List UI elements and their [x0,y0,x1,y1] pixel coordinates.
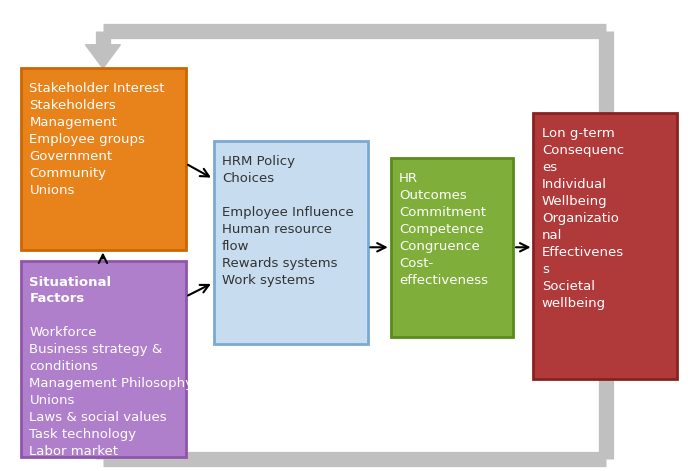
FancyBboxPatch shape [214,141,368,344]
Text: es: es [542,161,557,174]
Text: Rewards systems: Rewards systems [222,257,337,270]
Text: Management Philosophy: Management Philosophy [29,377,193,390]
Polygon shape [85,45,120,68]
FancyBboxPatch shape [533,113,677,379]
Text: HR: HR [399,172,418,185]
Text: Competence: Competence [399,223,484,236]
Text: Consequenc: Consequenc [542,144,624,157]
Text: Labor market: Labor market [29,445,118,458]
Text: Stakeholder Interest: Stakeholder Interest [29,82,165,96]
Text: Task technology: Task technology [29,428,136,441]
Text: Societal: Societal [542,280,595,293]
Text: Choices: Choices [222,172,274,186]
Text: Outcomes: Outcomes [399,189,467,202]
Text: Employee groups: Employee groups [29,133,146,146]
Text: Effectivenes: Effectivenes [542,246,624,259]
Text: Stakeholders: Stakeholders [29,99,116,113]
FancyBboxPatch shape [21,68,186,250]
Text: Factors: Factors [29,292,85,306]
Text: nal: nal [542,229,562,242]
Text: s: s [542,263,549,276]
Text: Human resource: Human resource [222,223,332,236]
Text: Individual: Individual [542,178,607,191]
Text: Unions: Unions [29,394,75,407]
FancyBboxPatch shape [21,261,186,457]
Text: Organizatio: Organizatio [542,212,619,225]
Text: Situational: Situational [29,276,111,289]
Text: Laws & social values: Laws & social values [29,411,167,424]
Text: HRM Policy: HRM Policy [222,155,295,169]
Text: Unions: Unions [29,184,75,197]
Text: flow: flow [222,240,249,253]
Text: conditions: conditions [29,360,98,374]
Text: Work systems: Work systems [222,274,315,287]
Text: Government: Government [29,150,113,163]
FancyBboxPatch shape [391,158,513,337]
Text: Management: Management [29,116,117,130]
Text: Congruence: Congruence [399,240,480,253]
Text: Cost-: Cost- [399,257,433,270]
Text: Workforce: Workforce [29,326,97,340]
Text: Employee Influence: Employee Influence [222,206,354,219]
Text: effectiveness: effectiveness [399,274,488,287]
Text: Lon g-term: Lon g-term [542,127,615,140]
Text: Business strategy &: Business strategy & [29,343,162,357]
Text: wellbeing: wellbeing [542,297,606,310]
Text: Wellbeing: Wellbeing [542,195,608,208]
Text: Community: Community [29,167,106,180]
Text: Commitment: Commitment [399,206,486,219]
Polygon shape [85,407,120,431]
